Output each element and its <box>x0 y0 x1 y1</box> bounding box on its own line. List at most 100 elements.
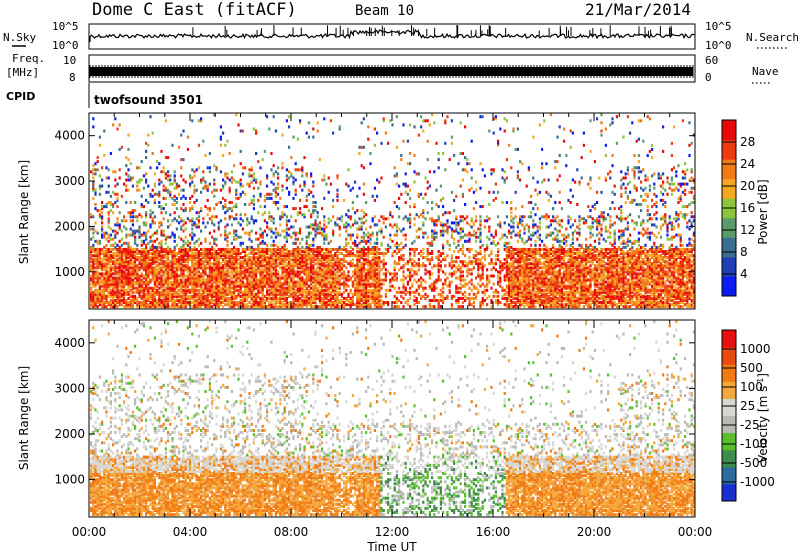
power-cell <box>325 248 327 251</box>
power-cell <box>237 258 239 261</box>
power-cell <box>240 242 242 245</box>
power-cell <box>167 189 169 192</box>
power-cell <box>268 197 270 200</box>
power-cell <box>171 219 173 222</box>
power-cell <box>312 244 314 247</box>
power-cell <box>312 205 314 208</box>
power-cell <box>246 275 248 278</box>
power-cell <box>246 246 248 249</box>
power-cell <box>108 201 110 204</box>
power-cell <box>132 248 134 251</box>
power-cell <box>165 197 167 200</box>
power-cell <box>169 191 171 194</box>
power-cell <box>158 246 160 249</box>
power-cell <box>312 201 314 204</box>
power-cell <box>363 232 365 235</box>
power-cell <box>224 211 226 214</box>
power-cell <box>314 248 316 251</box>
power-cell <box>127 134 129 137</box>
power-cell <box>156 230 158 233</box>
power-cell <box>154 215 156 218</box>
power-cell <box>347 223 349 226</box>
power-cell <box>299 207 301 210</box>
power-cell <box>127 174 129 177</box>
power-cell <box>275 195 277 198</box>
power-cell <box>248 168 250 171</box>
cpid-label: CPID <box>6 90 35 103</box>
power-cell <box>90 264 92 267</box>
power-cell <box>165 236 167 239</box>
power-cell <box>321 297 323 300</box>
power-cell <box>343 254 345 257</box>
power-cell <box>229 201 231 204</box>
power-cell <box>295 168 297 171</box>
power-cell <box>420 125 422 128</box>
power-cell <box>191 223 193 226</box>
power-cell <box>277 252 279 255</box>
power-cell <box>143 187 145 190</box>
power-cell <box>163 254 165 257</box>
power-cell <box>352 275 354 278</box>
power-cell <box>105 305 107 308</box>
power-cell <box>332 262 334 265</box>
power-cell <box>402 246 404 249</box>
power-cell <box>240 150 242 153</box>
power-cell <box>398 256 400 259</box>
power-cell <box>158 277 160 280</box>
power-cell <box>396 115 398 118</box>
power-cell <box>138 275 140 278</box>
power-cell <box>178 215 180 218</box>
power-cell <box>240 162 242 165</box>
power-cell <box>361 289 363 292</box>
power-cell <box>114 201 116 204</box>
power-cell <box>145 199 147 202</box>
power-cell <box>354 240 356 243</box>
power-cell <box>350 226 352 229</box>
power-cell <box>277 297 279 300</box>
power-cell <box>121 244 123 247</box>
power-cell <box>354 277 356 280</box>
power-cell <box>253 293 255 296</box>
power-cell <box>418 268 420 271</box>
power-cell <box>402 279 404 282</box>
power-cell <box>347 242 349 245</box>
power-cell <box>310 191 312 194</box>
power-cell <box>196 189 198 192</box>
power-cell <box>97 270 99 273</box>
power-cell <box>290 236 292 239</box>
power-cell <box>354 303 356 306</box>
power-cell <box>110 234 112 237</box>
power-cell <box>268 128 270 131</box>
power-cell <box>127 242 129 245</box>
power-cell <box>101 205 103 208</box>
power-cell <box>130 211 132 214</box>
power-cell <box>145 211 147 214</box>
power-cell <box>409 287 411 290</box>
power-cell <box>295 289 297 292</box>
power-cell <box>295 189 297 192</box>
power-cell <box>292 177 294 180</box>
power-cell <box>400 266 402 269</box>
power-cell <box>387 244 389 247</box>
power-cell <box>229 187 231 190</box>
power-heatmap <box>90 113 695 308</box>
power-cell <box>220 201 222 204</box>
power-cell <box>213 183 215 186</box>
power-cell <box>235 234 237 237</box>
power-cell <box>112 248 114 251</box>
power-cell <box>149 301 151 304</box>
power-cell <box>339 279 341 282</box>
power-cell <box>378 181 380 184</box>
power-cell <box>255 252 257 255</box>
power-cell <box>418 301 420 304</box>
power-cell <box>255 232 257 235</box>
power-cell <box>114 234 116 237</box>
power-cell <box>295 162 297 165</box>
power-cell <box>277 289 279 292</box>
power-cell <box>391 277 393 280</box>
power-cell <box>336 275 338 278</box>
power-cell <box>200 230 202 233</box>
power-cell <box>295 303 297 306</box>
power-cell <box>257 238 259 241</box>
power-cell <box>275 232 277 235</box>
